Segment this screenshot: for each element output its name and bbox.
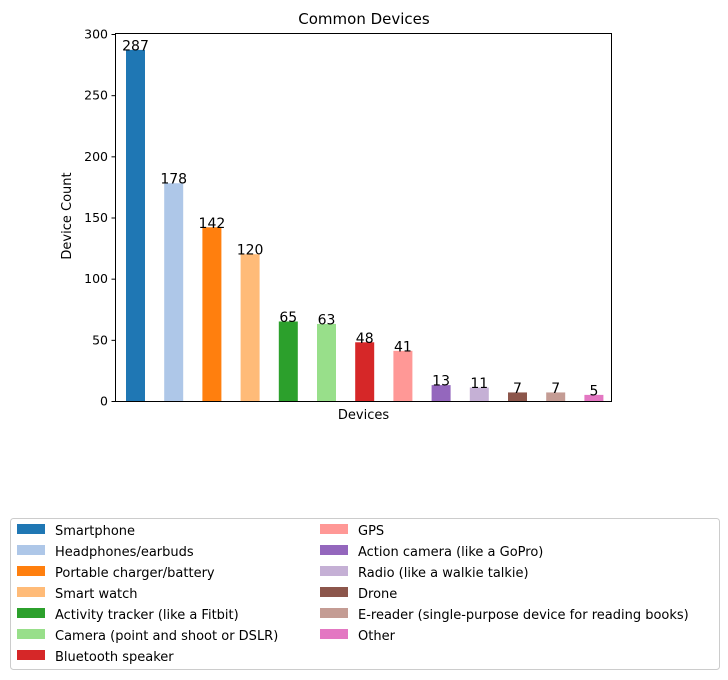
value-label: 11 bbox=[470, 376, 488, 392]
chart-title: Common Devices bbox=[298, 10, 430, 28]
bar bbox=[584, 394, 604, 401]
legend-swatch bbox=[17, 524, 45, 534]
value-label: 287 bbox=[122, 38, 149, 54]
legend-label: Action camera (like a GoPro) bbox=[358, 545, 543, 560]
y-tick-label: 100 bbox=[84, 271, 108, 286]
legend-swatch bbox=[17, 566, 45, 576]
bar bbox=[240, 254, 260, 401]
y-tick-label: 0 bbox=[100, 394, 108, 409]
legend-label: Radio (like a walkie talkie) bbox=[358, 566, 529, 581]
bars-group bbox=[126, 49, 604, 402]
legend-swatch bbox=[320, 629, 348, 639]
value-label: 7 bbox=[513, 381, 522, 397]
legend-label: Activity tracker (like a Fitbit) bbox=[55, 608, 239, 623]
legend-label: Bluetooth speaker bbox=[55, 650, 174, 665]
legend-swatch bbox=[320, 545, 348, 555]
value-label: 7 bbox=[551, 381, 560, 397]
legend-label: Headphones/earbuds bbox=[55, 545, 194, 560]
bar bbox=[126, 49, 145, 402]
legend-swatch bbox=[320, 608, 348, 618]
value-label: 13 bbox=[432, 374, 450, 390]
value-label: 5 bbox=[589, 383, 598, 399]
x-axis-label: Devices bbox=[338, 408, 389, 423]
bar bbox=[317, 323, 336, 401]
value-label: 63 bbox=[318, 312, 336, 328]
bar bbox=[164, 183, 184, 401]
bar bbox=[355, 342, 375, 401]
legend-swatch bbox=[320, 566, 348, 576]
legend-label: Smart watch bbox=[55, 587, 138, 602]
legend-label: Portable charger/battery bbox=[55, 566, 215, 581]
y-tick-label: 300 bbox=[84, 27, 108, 42]
y-tick-label: 50 bbox=[92, 332, 108, 347]
legend-swatch bbox=[320, 524, 348, 534]
value-label: 65 bbox=[279, 310, 297, 326]
legend-label: E-reader (single-purpose device for read… bbox=[358, 608, 689, 623]
bar bbox=[202, 227, 222, 401]
y-axis: 0 50 100 150 200 250 300 bbox=[84, 27, 116, 409]
legend-swatch bbox=[17, 608, 45, 618]
legend-label: Other bbox=[358, 629, 396, 644]
value-label: 178 bbox=[160, 172, 187, 188]
legend-label: Camera (point and shoot or DSLR) bbox=[55, 629, 278, 644]
value-label: 48 bbox=[356, 331, 374, 347]
legend-swatch bbox=[17, 545, 45, 555]
bar bbox=[393, 350, 413, 401]
legend-label: Drone bbox=[358, 587, 397, 602]
y-tick-label: 250 bbox=[84, 88, 108, 103]
bar bbox=[508, 392, 527, 401]
value-label: 142 bbox=[199, 216, 226, 232]
value-labels-group: 287 178 142 120 65 63 48 41 13 11 7 7 5 bbox=[122, 38, 598, 399]
legend-swatch bbox=[17, 629, 45, 639]
value-label: 41 bbox=[394, 339, 412, 355]
legend-label: Smartphone bbox=[55, 524, 135, 539]
y-tick-label: 150 bbox=[84, 210, 108, 225]
legend-frame bbox=[10, 518, 720, 670]
legend: Smartphone Headphones/earbuds Portable cha… bbox=[10, 518, 720, 670]
value-label: 120 bbox=[237, 243, 264, 259]
legend-label: GPS bbox=[358, 524, 384, 539]
bar bbox=[546, 392, 566, 401]
legend-swatch bbox=[17, 650, 45, 660]
bar bbox=[431, 385, 451, 401]
legend-swatch bbox=[320, 587, 348, 597]
bar bbox=[278, 321, 298, 401]
bar bbox=[469, 387, 489, 401]
y-tick-label: 200 bbox=[84, 149, 108, 164]
legend-swatch bbox=[17, 587, 45, 597]
y-axis-label: Device Count bbox=[60, 172, 75, 259]
